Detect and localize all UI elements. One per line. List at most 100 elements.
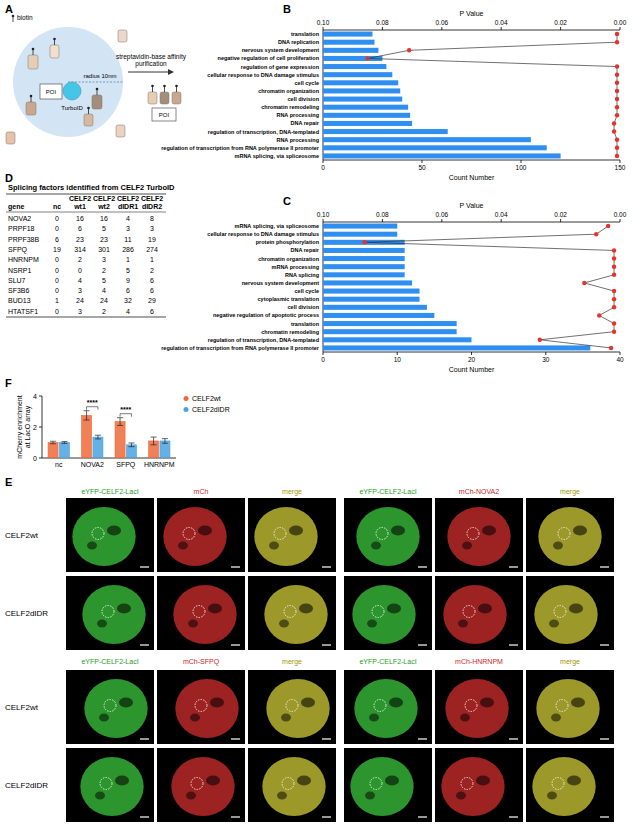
micrograph-bg <box>66 498 154 572</box>
category-label: regulation of transcription, DNA-templat… <box>208 337 319 343</box>
nucleolus <box>208 603 222 613</box>
micrograph-bg <box>157 748 245 822</box>
nucleolus <box>289 525 303 535</box>
bar <box>323 88 400 93</box>
channel-header: mCh <box>194 488 209 495</box>
table-cell: 2 <box>150 267 154 274</box>
protein <box>92 95 102 109</box>
channel-header: mCh-SFPQ <box>183 658 220 666</box>
scale-bar <box>600 816 609 817</box>
bar <box>323 313 434 318</box>
category-label: nc <box>55 461 63 468</box>
x2-tick <box>560 219 561 222</box>
laco-array-marker <box>370 777 382 789</box>
nucleus <box>80 757 143 816</box>
scale-bar <box>322 566 331 567</box>
y-tick-label: 0 <box>33 455 37 462</box>
table-cell: 274 <box>146 246 158 253</box>
micrograph-bg <box>248 748 336 822</box>
x2-tick-label: 0.02 <box>554 211 567 218</box>
laco-array-marker <box>104 699 116 711</box>
category-label: negative regulation of apoptotic process <box>213 312 319 318</box>
x2-tick <box>620 27 621 30</box>
table-header-line: wt1 <box>73 203 86 210</box>
image-block: eYFP-CELF2-LacImCh-NOVA2merge <box>344 488 614 650</box>
bar <box>323 40 374 45</box>
micrograph-bg <box>526 498 614 572</box>
nucleus <box>445 679 508 738</box>
x-tick-label: 40 <box>616 356 624 363</box>
point <box>615 97 619 101</box>
nucleus <box>534 585 597 644</box>
bar <box>323 48 378 53</box>
bait-label: POI <box>46 89 57 95</box>
bar <box>323 248 405 253</box>
table-cell: SFPQ <box>8 246 28 254</box>
micrograph <box>526 748 614 822</box>
laco-array-marker <box>286 699 298 711</box>
laco-array-marker <box>183 527 195 539</box>
figure: ABCDEFbiotinradius 10nmPOITurboIDstrepta… <box>0 0 640 827</box>
scale-bar <box>509 738 518 739</box>
purified-bait-label: POI <box>159 112 170 118</box>
x-tick-label: 20 <box>468 356 476 363</box>
x2-tick-label: 0.04 <box>495 211 508 218</box>
turboid <box>63 82 81 100</box>
bar <box>323 153 561 158</box>
category-label: cell division <box>288 304 320 310</box>
table-cell: 0 <box>55 267 59 274</box>
y-tick <box>39 396 42 397</box>
point <box>609 346 613 350</box>
x-tick-label: 100 <box>516 164 527 171</box>
laco-array-marker <box>191 777 203 789</box>
row-label: CELF2wt <box>5 531 39 540</box>
bar <box>323 264 405 269</box>
bar <box>323 321 457 326</box>
scale-bar <box>509 566 518 567</box>
micrograph <box>435 748 523 822</box>
y-axis-title: mCherry enrichmentat LacO array <box>16 395 32 458</box>
bar <box>323 337 472 342</box>
x2-tick-label: 0.00 <box>614 19 627 26</box>
error-bar <box>95 435 101 439</box>
laco-array-marker <box>374 699 386 711</box>
protein <box>160 92 169 104</box>
laco-array-marker <box>195 699 207 711</box>
point <box>407 48 411 52</box>
bar <box>323 80 398 85</box>
nucleolus <box>482 525 496 535</box>
error-bar <box>84 411 90 420</box>
enzyme-label: TurboID <box>61 105 83 111</box>
nucleus <box>262 757 325 816</box>
x-tick <box>323 352 324 355</box>
x2-tick <box>620 219 621 222</box>
nucleolus <box>186 791 196 799</box>
table-cell: 1 <box>126 256 130 263</box>
laco-array-marker <box>556 699 568 711</box>
protein <box>28 55 38 69</box>
table-cell: 19 <box>148 236 156 243</box>
image-block: eYFP-CELF2-LacImCh-HNRNPMmerge <box>344 658 614 822</box>
nucleolus <box>87 541 97 549</box>
chart-c: 010203040Count Number0.100.080.060.040.0… <box>161 202 627 373</box>
nucleolus <box>573 525 587 535</box>
micrograph <box>157 670 245 744</box>
panel-letter: F <box>5 377 12 389</box>
point <box>615 64 619 68</box>
scale-bar <box>231 738 240 739</box>
category-label: regulation of gene expression <box>241 64 320 70</box>
nucleus <box>350 757 413 816</box>
bar <box>323 345 590 350</box>
y-tick <box>39 427 42 428</box>
biotin-head <box>175 85 178 88</box>
micrograph-bg <box>344 670 432 744</box>
micrograph-bg <box>248 576 336 650</box>
arrow-head <box>168 69 174 75</box>
micrograph-bg <box>435 576 523 650</box>
x2-axis-title: P Value <box>460 202 484 209</box>
laco-array-marker <box>463 605 475 617</box>
point <box>615 154 619 158</box>
table-header-line: CELF2 <box>69 195 91 202</box>
nucleolus <box>458 619 468 627</box>
panel-letter: B <box>283 3 291 15</box>
